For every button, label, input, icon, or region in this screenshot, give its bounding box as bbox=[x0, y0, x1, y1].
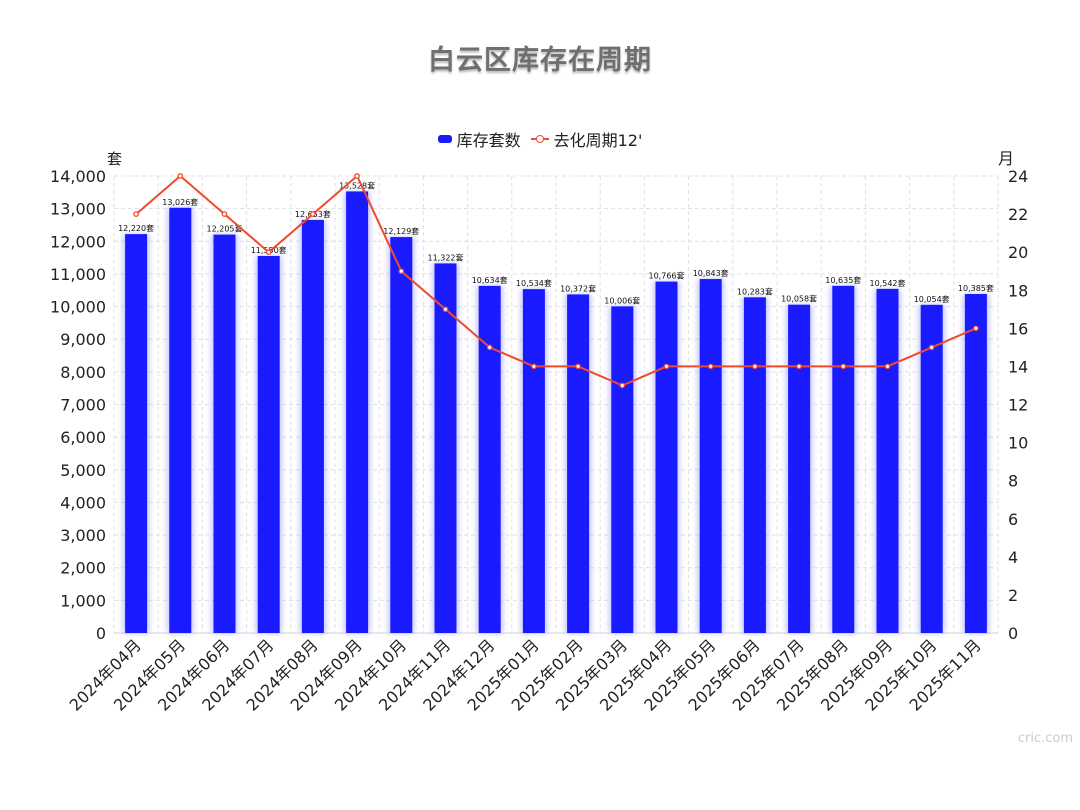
line-point bbox=[310, 211, 316, 217]
bar-data-label: 12,205套 bbox=[207, 224, 243, 234]
y-left-tick-label: 12,000 bbox=[50, 232, 106, 251]
bar bbox=[788, 304, 811, 633]
y-left-tick-label: 4,000 bbox=[60, 493, 106, 512]
bar bbox=[478, 285, 501, 633]
bar bbox=[876, 288, 899, 633]
bar-data-label: 10,058套 bbox=[781, 294, 817, 304]
line-point bbox=[884, 363, 891, 370]
line-point bbox=[531, 363, 537, 370]
y-left-tick-label: 0 bbox=[96, 624, 106, 643]
line-point bbox=[973, 325, 979, 332]
bar bbox=[611, 306, 634, 633]
y-left-tick-label: 3,000 bbox=[60, 526, 106, 545]
bar bbox=[390, 237, 413, 634]
legend-item-line[interactable]: 去化周期12' bbox=[530, 127, 643, 151]
line-point bbox=[265, 249, 272, 256]
y-right-tick-label: 8 bbox=[1008, 472, 1018, 491]
bar bbox=[346, 191, 369, 634]
bar-data-label: 10,372套 bbox=[560, 283, 596, 293]
line-point bbox=[663, 363, 670, 370]
y-right-tick-label: 18 bbox=[1008, 281, 1028, 300]
bar bbox=[522, 289, 545, 633]
y-right-tick-label: 0 bbox=[1008, 624, 1018, 643]
line-point bbox=[354, 173, 360, 179]
y-left-tick-label: 9,000 bbox=[60, 330, 106, 349]
legend-bar-swatch bbox=[437, 135, 452, 143]
bar-data-label: 10,634套 bbox=[472, 275, 508, 285]
y-left-tick-label: 14,000 bbox=[50, 167, 106, 186]
bar bbox=[567, 294, 590, 633]
y-right-tick-label: 20 bbox=[1008, 243, 1028, 262]
bar-data-label: 10,054套 bbox=[914, 294, 950, 304]
line-series bbox=[135, 175, 977, 387]
y-right-tick-label: 2 bbox=[1008, 586, 1018, 605]
y-left-tick-label: 7,000 bbox=[60, 396, 106, 415]
legend-line-swatch bbox=[530, 134, 549, 144]
bar-data-label: 10,635套 bbox=[825, 275, 861, 285]
y-right-tick-label: 14 bbox=[1008, 357, 1028, 376]
line-point bbox=[221, 211, 228, 217]
y-left-tick-label: 6,000 bbox=[60, 428, 106, 447]
bar-data-label: 10,385套 bbox=[958, 283, 994, 293]
bar-data-label: 10,766套 bbox=[649, 271, 685, 281]
bar-data-label: 13,026套 bbox=[162, 197, 198, 207]
y-left-tick-label: 13,000 bbox=[50, 200, 106, 219]
right-axis-unit: 月 bbox=[998, 149, 1015, 168]
bar-data-label: 12,129套 bbox=[383, 226, 419, 236]
y-right-tick-label: 10 bbox=[1008, 434, 1028, 453]
chart-title: 白云区库存在周期 bbox=[428, 45, 652, 76]
y-left-tick-label: 2,000 bbox=[60, 559, 106, 578]
bar bbox=[832, 285, 855, 633]
y-left-tick-label: 1,000 bbox=[60, 591, 106, 610]
y-right-tick-label: 16 bbox=[1008, 319, 1028, 338]
bar-data-label: 10,283套 bbox=[737, 286, 773, 296]
line-point bbox=[619, 382, 626, 389]
legend-item-bar[interactable]: 库存套数 bbox=[437, 127, 521, 151]
line-point bbox=[177, 173, 184, 179]
watermark: cric.com bbox=[1017, 731, 1073, 746]
bar-data-label: 10,006套 bbox=[604, 295, 640, 305]
y-left-tick-label: 8,000 bbox=[60, 363, 106, 382]
line-point bbox=[575, 363, 581, 370]
line-point bbox=[442, 306, 449, 313]
line-point bbox=[928, 344, 935, 351]
line-point bbox=[398, 268, 405, 275]
bar-data-label: 13,528套 bbox=[339, 180, 375, 190]
bar-data-label: 10,843套 bbox=[693, 268, 729, 278]
bar bbox=[213, 234, 236, 633]
y-right-tick-label: 24 bbox=[1008, 167, 1028, 186]
legend-bar-label: 库存套数 bbox=[456, 131, 521, 150]
bar-data-label: 10,534套 bbox=[516, 278, 552, 288]
y-left-tick-label: 11,000 bbox=[50, 265, 106, 284]
line-point bbox=[840, 363, 847, 370]
y-right-tick-label: 4 bbox=[1008, 548, 1018, 567]
bar bbox=[169, 207, 192, 634]
legend-line-label: 去化周期12' bbox=[553, 131, 643, 150]
bar-data-label: 11,322套 bbox=[428, 252, 464, 262]
line-point bbox=[752, 363, 758, 370]
left-axis-unit: 套 bbox=[107, 150, 123, 168]
bar bbox=[434, 263, 457, 633]
line-point bbox=[133, 211, 139, 217]
line-point bbox=[707, 363, 714, 370]
y-right-tick-label: 12 bbox=[1008, 396, 1028, 415]
bar bbox=[920, 304, 943, 633]
y-left-tick-label: 10,000 bbox=[50, 298, 106, 317]
y-right-tick-label: 6 bbox=[1008, 510, 1018, 529]
bar-data-label: 12,220套 bbox=[118, 223, 154, 233]
bar-data-label: 10,542套 bbox=[870, 278, 906, 288]
line-point bbox=[486, 344, 493, 351]
y-left-tick-label: 5,000 bbox=[60, 461, 106, 480]
bar bbox=[301, 219, 324, 634]
bar bbox=[655, 281, 678, 633]
line-point bbox=[796, 363, 802, 370]
bar bbox=[743, 297, 766, 633]
bar bbox=[125, 234, 148, 633]
legend: 库存套数 去化周期12' bbox=[0, 127, 1080, 151]
bar bbox=[964, 294, 987, 633]
bar bbox=[699, 279, 722, 633]
y-right-tick-label: 22 bbox=[1008, 205, 1028, 224]
bar bbox=[257, 255, 280, 633]
